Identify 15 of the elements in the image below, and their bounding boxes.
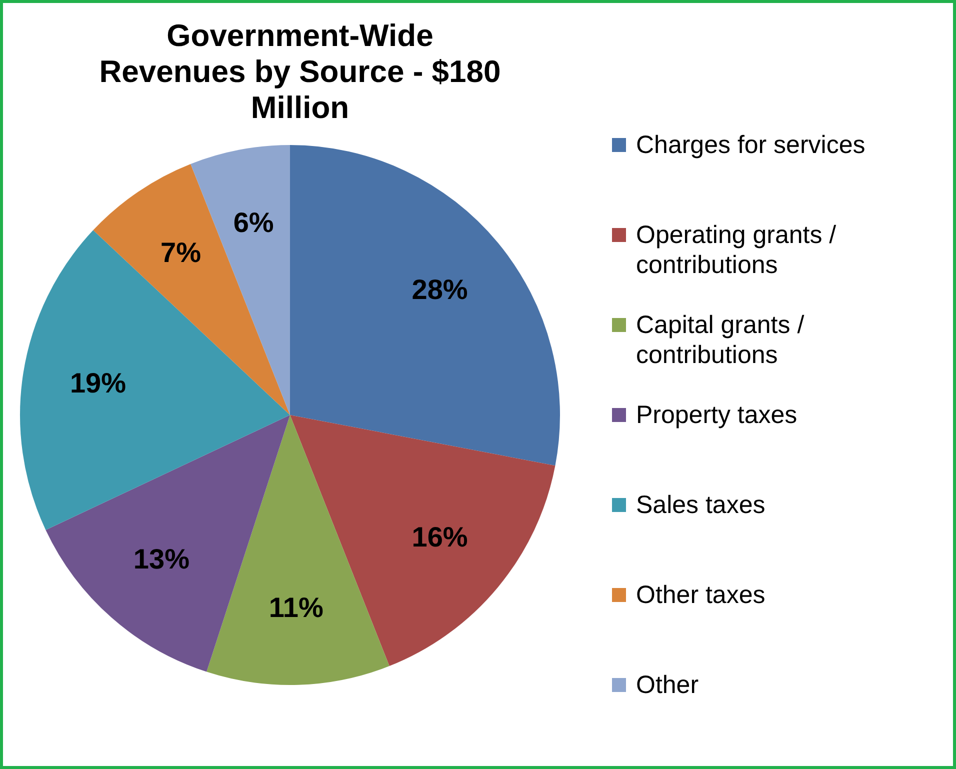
legend-label: Charges for services <box>636 130 866 160</box>
data-label: 11% <box>268 592 324 624</box>
data-label: 13% <box>133 544 190 575</box>
legend-label: Operating grants / contributions <box>636 220 838 280</box>
data-label: 28% <box>412 274 468 305</box>
data-label: 7% <box>160 236 202 268</box>
legend-label: Capital grants / contributions <box>636 310 806 370</box>
chart-title: Government-Wide Revenues by Source - $180 Million <box>98 18 502 126</box>
data-label: 16% <box>412 522 468 553</box>
data-label: 19% <box>70 367 126 398</box>
legend-label: Property taxes <box>636 400 798 430</box>
legend-label: Sales taxes <box>636 490 766 520</box>
legend-label: Other taxes <box>636 580 766 610</box>
legend-label: Other <box>636 670 699 700</box>
data-label: 6% <box>233 206 274 238</box>
